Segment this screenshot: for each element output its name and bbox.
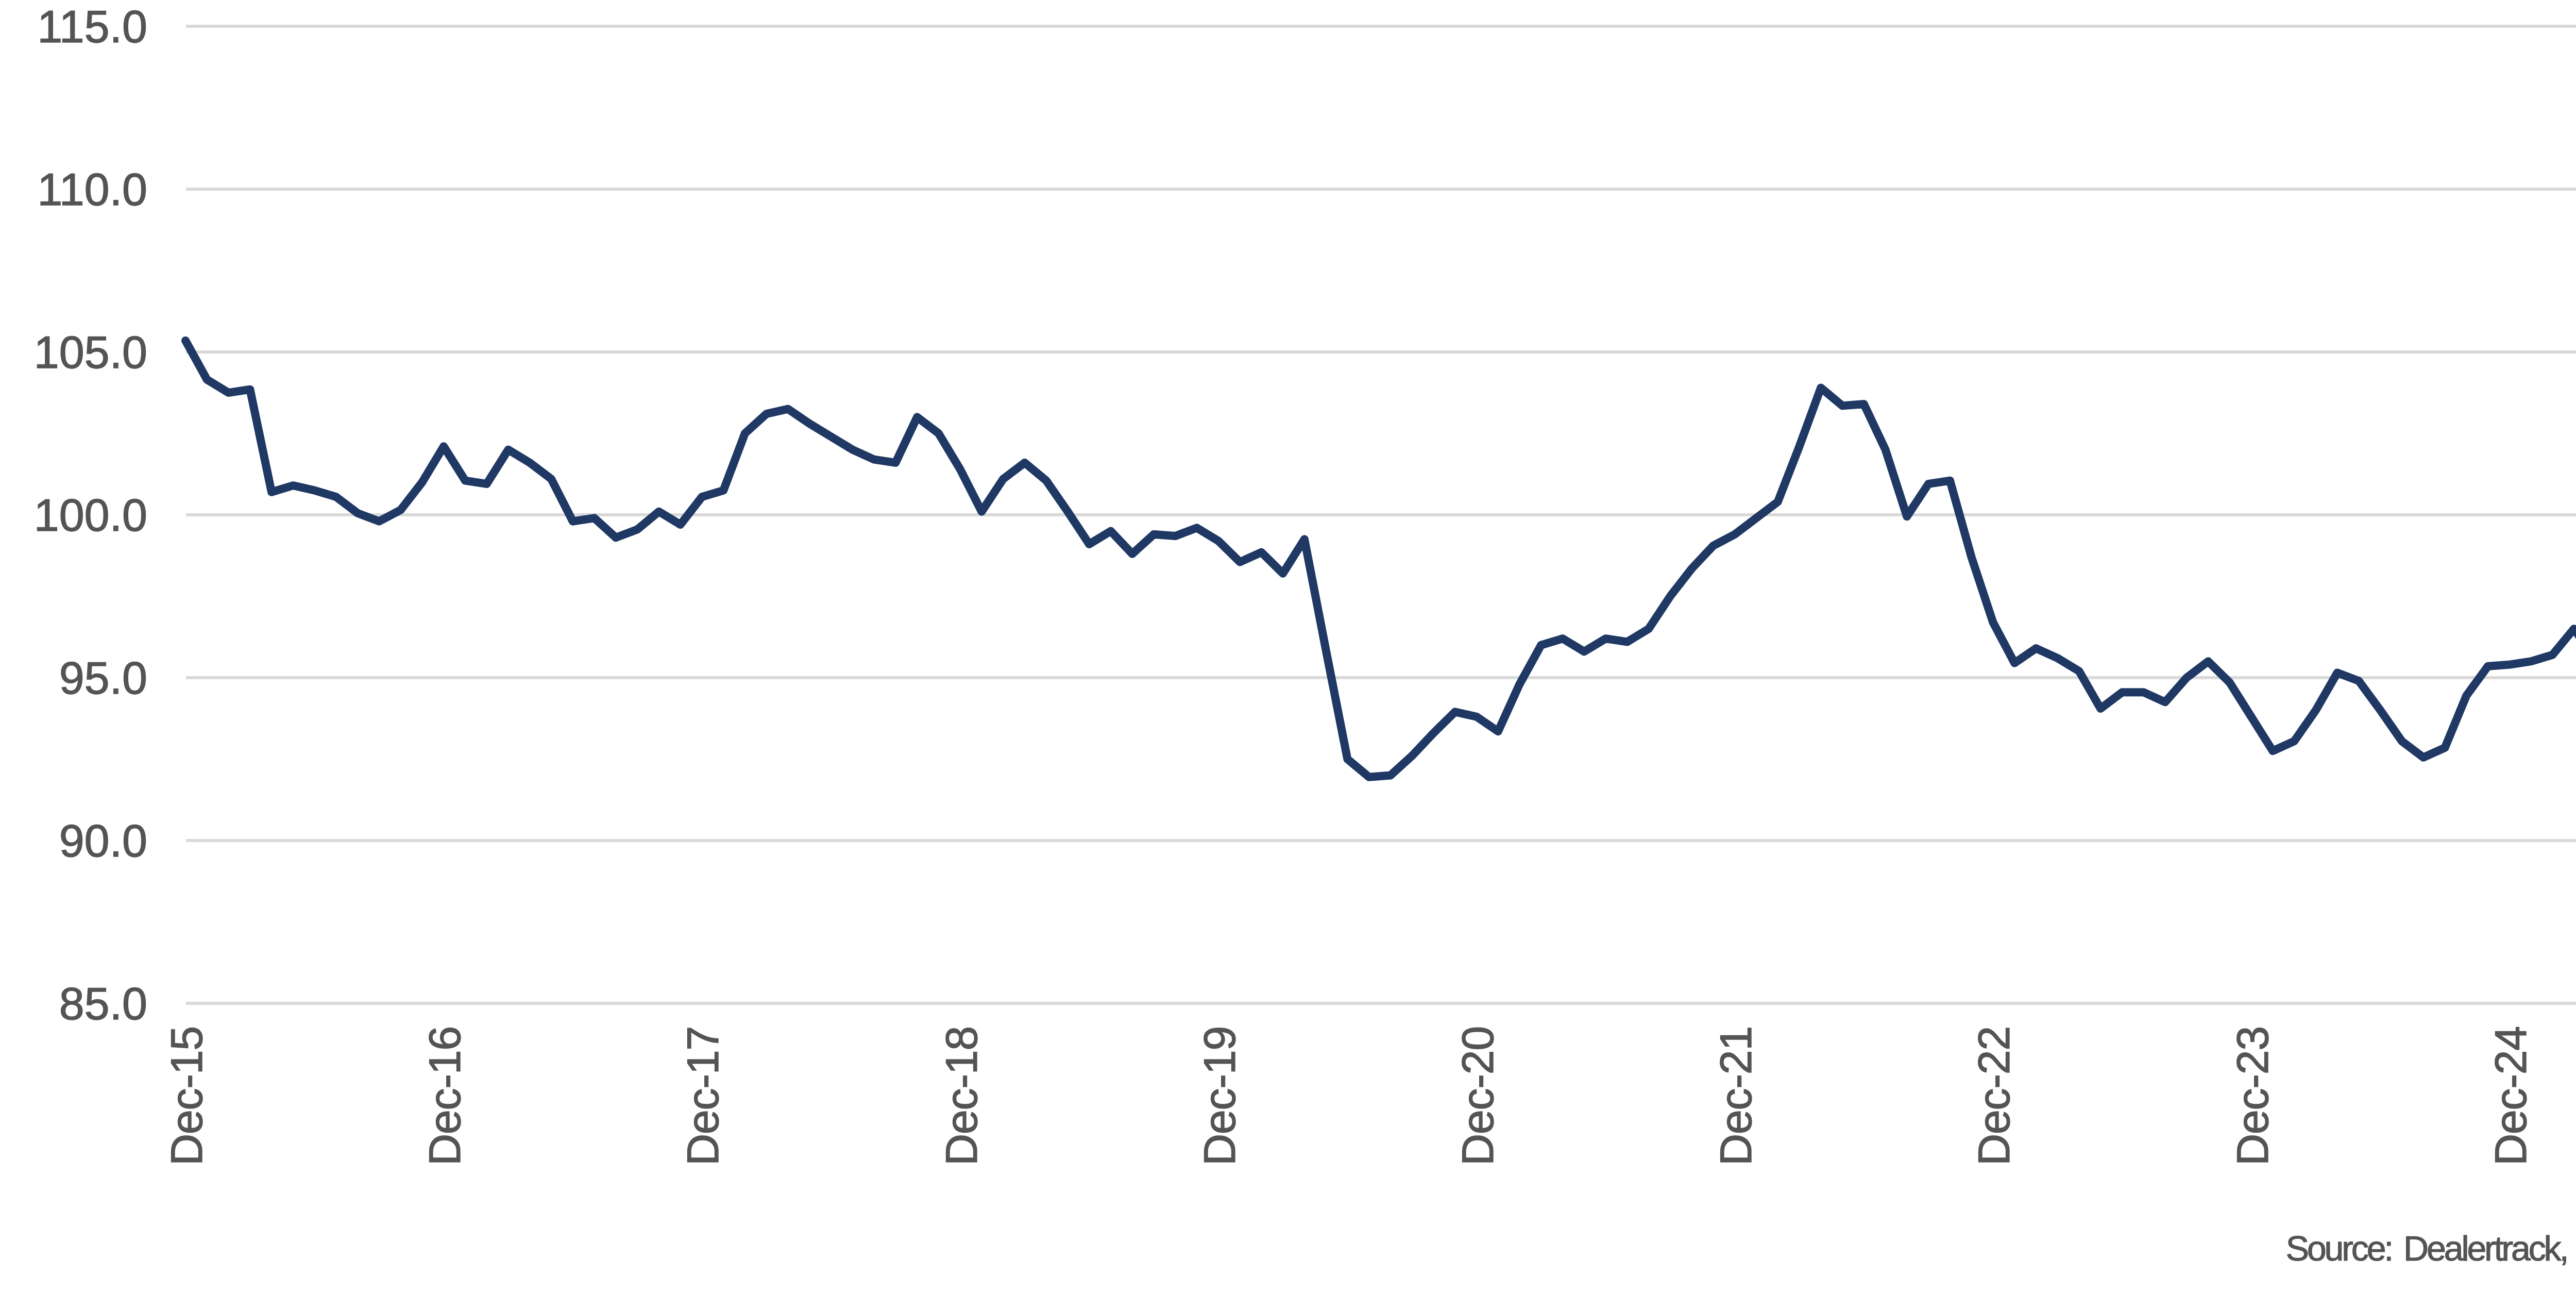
svg-text:Dec-15: Dec-15 [162, 1027, 212, 1166]
svg-text:Dec-18: Dec-18 [937, 1027, 987, 1166]
svg-text:100.0: 100.0 [34, 490, 147, 541]
svg-text:Dec-17: Dec-17 [679, 1027, 728, 1166]
svg-text:Dec-16: Dec-16 [420, 1027, 470, 1166]
svg-text:Dec-22: Dec-22 [1970, 1027, 2019, 1166]
svg-text:Source: Dealertrack, Cox Autom: Source: Dealertrack, Cox Automotive [2286, 1229, 2576, 1268]
svg-text:105.0: 105.0 [34, 327, 147, 378]
svg-text:85.0: 85.0 [59, 978, 147, 1029]
svg-text:90.0: 90.0 [59, 815, 147, 866]
svg-text:Dec-24: Dec-24 [2486, 1027, 2536, 1166]
svg-text:115.0: 115.0 [37, 1, 147, 52]
svg-text:Dec-19: Dec-19 [1195, 1027, 1245, 1166]
svg-text:110.0: 110.0 [37, 164, 147, 215]
svg-text:Dec-21: Dec-21 [1711, 1027, 1761, 1166]
svg-text:Dec-23: Dec-23 [2228, 1027, 2278, 1166]
svg-text:95.0: 95.0 [59, 652, 147, 703]
svg-text:Dec-20: Dec-20 [1453, 1027, 1503, 1166]
